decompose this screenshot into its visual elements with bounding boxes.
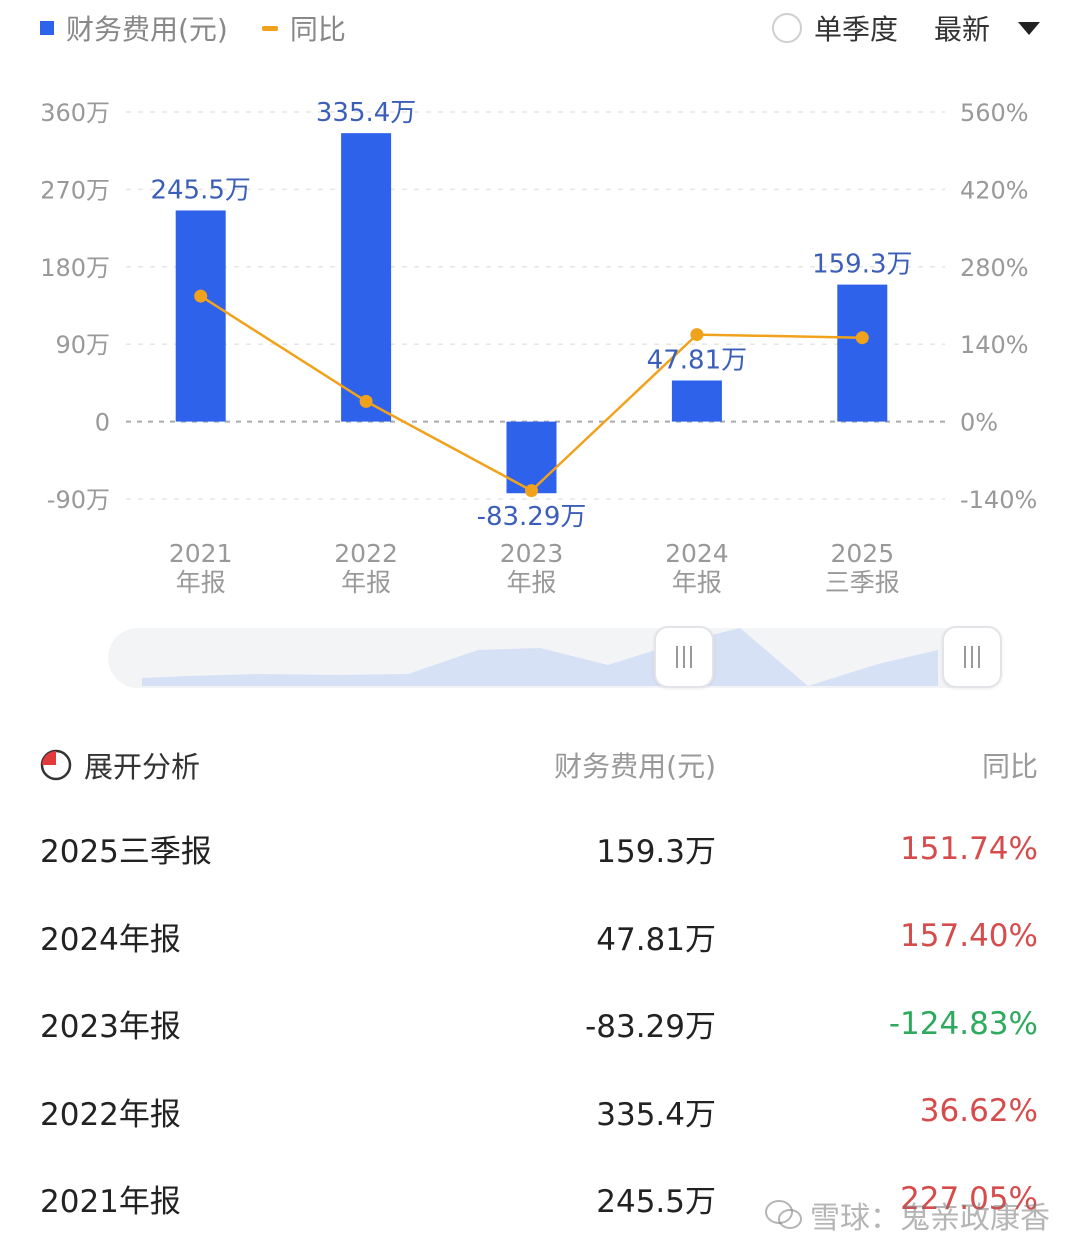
chart-legend: 财务费用(元) 同比 bbox=[40, 8, 380, 48]
table-row[interactable]: 2024年报 47.81万 157.40% bbox=[40, 893, 1038, 981]
bar-data-label: 245.5万 bbox=[150, 175, 250, 205]
row-value: 159.3万 bbox=[596, 834, 716, 871]
table-row[interactable]: 2023年报 -83.29万 -124.83% bbox=[40, 980, 1038, 1068]
bar-data-label: 159.3万 bbox=[812, 250, 912, 280]
line-legend-swatch bbox=[261, 25, 278, 31]
row-yoy: 227.05% bbox=[900, 1180, 1038, 1217]
category-type-label: 三季报 bbox=[825, 568, 900, 597]
period-dropdown[interactable]: 最新 bbox=[933, 13, 990, 46]
watermark-text: 雪球：鬼亲政康香 bbox=[810, 1201, 1050, 1236]
row-yoy: 157.40% bbox=[900, 918, 1038, 955]
category-type-label: 年报 bbox=[176, 568, 226, 597]
left-tick-label: -90万 bbox=[47, 486, 110, 514]
wechat-icon bbox=[765, 1200, 802, 1229]
row-value: 335.4万 bbox=[596, 1096, 716, 1133]
expand-analysis-button[interactable]: 展开分析 bbox=[40, 744, 200, 786]
yoy-point bbox=[525, 484, 538, 498]
bar bbox=[837, 284, 888, 422]
category-type-label: 年报 bbox=[341, 568, 391, 597]
table-header: 展开分析 财务费用(元) 同比 bbox=[40, 740, 1038, 790]
data-table: 2025三季报 159.3万 151.74% 2024年报 47.81万 157… bbox=[40, 805, 1038, 1243]
row-value: 245.5万 bbox=[596, 1184, 716, 1221]
bar-series bbox=[175, 133, 888, 494]
bar bbox=[341, 133, 392, 422]
chevron-down-icon[interactable] bbox=[1018, 21, 1040, 35]
yoy-point bbox=[359, 394, 373, 408]
category-year-label: 2023 bbox=[500, 539, 564, 568]
table-row[interactable]: 2022年报 335.4万 36.62% bbox=[40, 1068, 1038, 1156]
category-type-label: 年报 bbox=[672, 568, 722, 597]
column-header-value: 财务费用(元) bbox=[554, 750, 716, 783]
bar bbox=[175, 210, 226, 422]
right-tick-label: 280% bbox=[960, 254, 1029, 282]
single-quarter-label[interactable]: 单季度 bbox=[813, 13, 898, 46]
category-year-label: 2024 bbox=[665, 539, 729, 568]
watermark: 雪球：鬼亲政康香 bbox=[764, 1193, 1050, 1237]
bar-labels: 245.5万 335.4万 -83.29万 47.81万 159.3万 bbox=[150, 98, 912, 532]
bar-data-label: 47.81万 bbox=[647, 345, 747, 375]
category-type-label: 年报 bbox=[506, 568, 556, 597]
yoy-line-series bbox=[194, 289, 869, 498]
bar-data-label: 335.4万 bbox=[316, 98, 416, 128]
right-axis: 560% 420% 280% 140% 0% -140% bbox=[960, 99, 1037, 514]
column-header-yoy: 同比 bbox=[981, 750, 1038, 783]
table-row[interactable]: 2025三季报 159.3万 151.74% bbox=[40, 805, 1038, 893]
slider-preview bbox=[142, 628, 938, 686]
pie-chart-icon bbox=[40, 749, 72, 781]
range-slider[interactable] bbox=[108, 626, 1002, 688]
legend-item-expense[interactable]: 财务费用(元) bbox=[40, 8, 228, 48]
table-row[interactable]: 2021年报 245.5万 227.05% bbox=[40, 1155, 1038, 1243]
row-period: 2023年报 bbox=[40, 1009, 181, 1046]
row-value: -83.29万 bbox=[585, 1009, 716, 1046]
legend-label-yoy: 同比 bbox=[289, 13, 346, 46]
slider-right-handle[interactable] bbox=[942, 626, 1002, 688]
chart-controls: 单季度 最新 bbox=[771, 8, 1040, 48]
row-period: 2024年报 bbox=[40, 921, 181, 958]
row-yoy: 36.62% bbox=[919, 1093, 1038, 1130]
left-tick-label: 180万 bbox=[40, 254, 110, 282]
left-tick-label: 90万 bbox=[55, 331, 110, 359]
row-yoy: 151.74% bbox=[900, 830, 1038, 867]
row-period: 2021年报 bbox=[40, 1184, 181, 1221]
bar-legend-swatch bbox=[40, 21, 54, 35]
row-yoy: -124.83% bbox=[888, 1005, 1038, 1042]
yoy-point bbox=[690, 328, 704, 342]
right-tick-label: 0% bbox=[960, 409, 998, 437]
legend-label-expense: 财务费用(元) bbox=[66, 13, 228, 46]
category-year-label: 2025 bbox=[830, 539, 894, 568]
expense-chart: 360万 270万 180万 90万 0 -90万 560% 420% 280% 140% 0% -… bbox=[40, 98, 1037, 597]
bar bbox=[671, 380, 722, 422]
category-year-label: 2021 bbox=[169, 539, 233, 568]
row-value: 47.81万 bbox=[596, 921, 716, 958]
slider-left-handle[interactable] bbox=[654, 626, 714, 688]
row-period: 2025三季报 bbox=[40, 834, 212, 871]
legend-item-yoy[interactable]: 同比 bbox=[261, 8, 346, 48]
row-period: 2022年报 bbox=[40, 1096, 181, 1133]
category-year-label: 2022 bbox=[334, 539, 398, 568]
single-quarter-radio[interactable] bbox=[771, 13, 802, 43]
right-tick-label: 140% bbox=[960, 331, 1029, 359]
yoy-point bbox=[855, 331, 869, 345]
yoy-point bbox=[194, 289, 208, 303]
left-tick-label: 270万 bbox=[40, 176, 110, 204]
right-tick-label: -140% bbox=[960, 486, 1037, 514]
right-tick-label: 560% bbox=[960, 99, 1029, 127]
left-tick-label: 0 bbox=[95, 409, 110, 437]
bar-data-label: -83.29万 bbox=[477, 502, 587, 532]
left-tick-label: 360万 bbox=[40, 99, 110, 127]
expand-analysis-label: 展开分析 bbox=[84, 750, 201, 784]
left-axis: 360万 270万 180万 90万 0 -90万 bbox=[40, 99, 110, 514]
right-tick-label: 420% bbox=[960, 176, 1029, 204]
